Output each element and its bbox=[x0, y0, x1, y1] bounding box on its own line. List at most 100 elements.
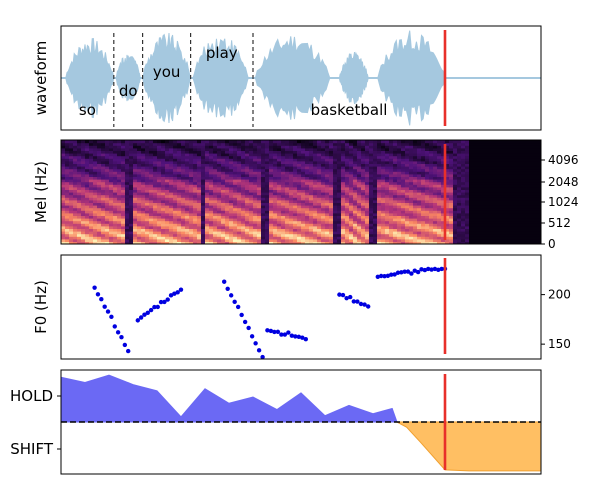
mel-cell bbox=[349, 192, 354, 196]
mel-cell bbox=[461, 197, 466, 201]
mel-cell bbox=[73, 140, 78, 144]
mel-cell bbox=[425, 140, 430, 144]
f0-point bbox=[385, 273, 391, 278]
mel-cell bbox=[429, 225, 434, 229]
mel-cell bbox=[345, 218, 350, 222]
mel-cell bbox=[365, 173, 370, 177]
mel-cell bbox=[297, 140, 302, 144]
mel-cell bbox=[173, 199, 178, 203]
mel-cell bbox=[281, 176, 286, 180]
mel-cell bbox=[273, 236, 278, 240]
mel-cell bbox=[417, 192, 422, 196]
mel-cell bbox=[317, 220, 322, 224]
mel-cell bbox=[197, 202, 202, 206]
mel-cell bbox=[205, 147, 210, 151]
mel-cell bbox=[357, 223, 362, 227]
mel-cell bbox=[341, 218, 346, 222]
mel-cell bbox=[129, 179, 134, 183]
mel-cell bbox=[229, 236, 234, 240]
mel-cell bbox=[233, 236, 238, 240]
mel-cell bbox=[389, 241, 394, 244]
mel-cell bbox=[97, 231, 102, 235]
mel-cell bbox=[297, 153, 302, 157]
mel-cell bbox=[129, 231, 134, 235]
mel-cell bbox=[181, 179, 186, 183]
mel-cell bbox=[201, 202, 206, 206]
mel-cell bbox=[153, 207, 158, 211]
mel-cell bbox=[221, 233, 226, 237]
mel-cell bbox=[217, 210, 222, 214]
mel-cell bbox=[277, 171, 282, 175]
mel-cell bbox=[341, 210, 346, 214]
mel-cell bbox=[109, 220, 114, 224]
mel-cell bbox=[129, 153, 134, 157]
mel-cell bbox=[345, 155, 350, 159]
mel-cell bbox=[513, 153, 518, 157]
mel-cell bbox=[185, 233, 190, 237]
mel-cell bbox=[117, 158, 122, 162]
mel-cell bbox=[117, 231, 122, 235]
mel-cell bbox=[489, 189, 494, 193]
mel-cell bbox=[197, 173, 202, 177]
mel-cell bbox=[501, 223, 506, 227]
mel-cell bbox=[221, 197, 226, 201]
mel-cell bbox=[317, 189, 322, 193]
mel-cell bbox=[289, 181, 294, 185]
mel-cell bbox=[81, 150, 86, 154]
mel-cell bbox=[337, 186, 342, 190]
mel-cell bbox=[385, 150, 390, 154]
f0-point bbox=[429, 267, 434, 272]
mel-cell bbox=[289, 158, 294, 162]
mel-cell bbox=[373, 228, 378, 232]
mel-cell bbox=[225, 210, 230, 214]
mel-cell bbox=[525, 225, 530, 229]
mel-cell bbox=[117, 210, 122, 214]
mel-cell bbox=[497, 238, 502, 242]
mel-cell bbox=[365, 236, 370, 240]
mel-cell bbox=[117, 140, 122, 144]
mel-cell bbox=[481, 231, 486, 235]
mel-cell bbox=[269, 173, 274, 177]
mel-cell bbox=[245, 147, 250, 151]
mel-cell bbox=[517, 168, 522, 172]
mel-cell bbox=[61, 233, 66, 237]
mel-cell bbox=[177, 184, 182, 188]
mel-cell bbox=[521, 158, 526, 162]
mel-cell bbox=[189, 236, 194, 240]
mel-cell bbox=[501, 158, 506, 162]
mel-cell bbox=[229, 160, 234, 164]
mel-cell bbox=[389, 171, 394, 175]
mel-cell bbox=[169, 207, 174, 211]
mel-cell bbox=[217, 160, 222, 164]
mel-cell bbox=[73, 231, 78, 235]
mel-cell bbox=[309, 192, 314, 196]
mel-cell bbox=[165, 176, 170, 180]
mel-cell bbox=[521, 238, 526, 242]
mel-cell bbox=[277, 199, 282, 203]
mel-cell bbox=[69, 145, 74, 149]
mel-cell bbox=[153, 166, 158, 170]
mel-cell bbox=[513, 147, 518, 151]
mel-cell bbox=[321, 241, 326, 244]
mel-cell bbox=[397, 210, 402, 214]
mel-cell bbox=[517, 140, 522, 144]
mel-cell bbox=[305, 153, 310, 157]
mel-cell bbox=[457, 189, 462, 193]
mel-cell bbox=[373, 233, 378, 237]
mel-cell bbox=[65, 184, 70, 188]
mel-cell bbox=[481, 173, 486, 177]
mel-cell bbox=[453, 179, 458, 183]
mel-cell bbox=[149, 155, 154, 159]
mel-cell bbox=[525, 238, 530, 242]
mel-cell bbox=[233, 225, 238, 229]
mel-cell bbox=[229, 142, 234, 146]
mel-cell bbox=[253, 147, 258, 151]
mel-cell bbox=[485, 205, 490, 209]
mel-cell bbox=[265, 163, 270, 167]
mel-cell bbox=[193, 184, 198, 188]
mel-cell bbox=[461, 158, 466, 162]
mel-cell bbox=[101, 236, 106, 240]
mel-cell bbox=[193, 210, 198, 214]
mel-cell bbox=[209, 197, 214, 201]
mel-cell bbox=[209, 145, 214, 149]
